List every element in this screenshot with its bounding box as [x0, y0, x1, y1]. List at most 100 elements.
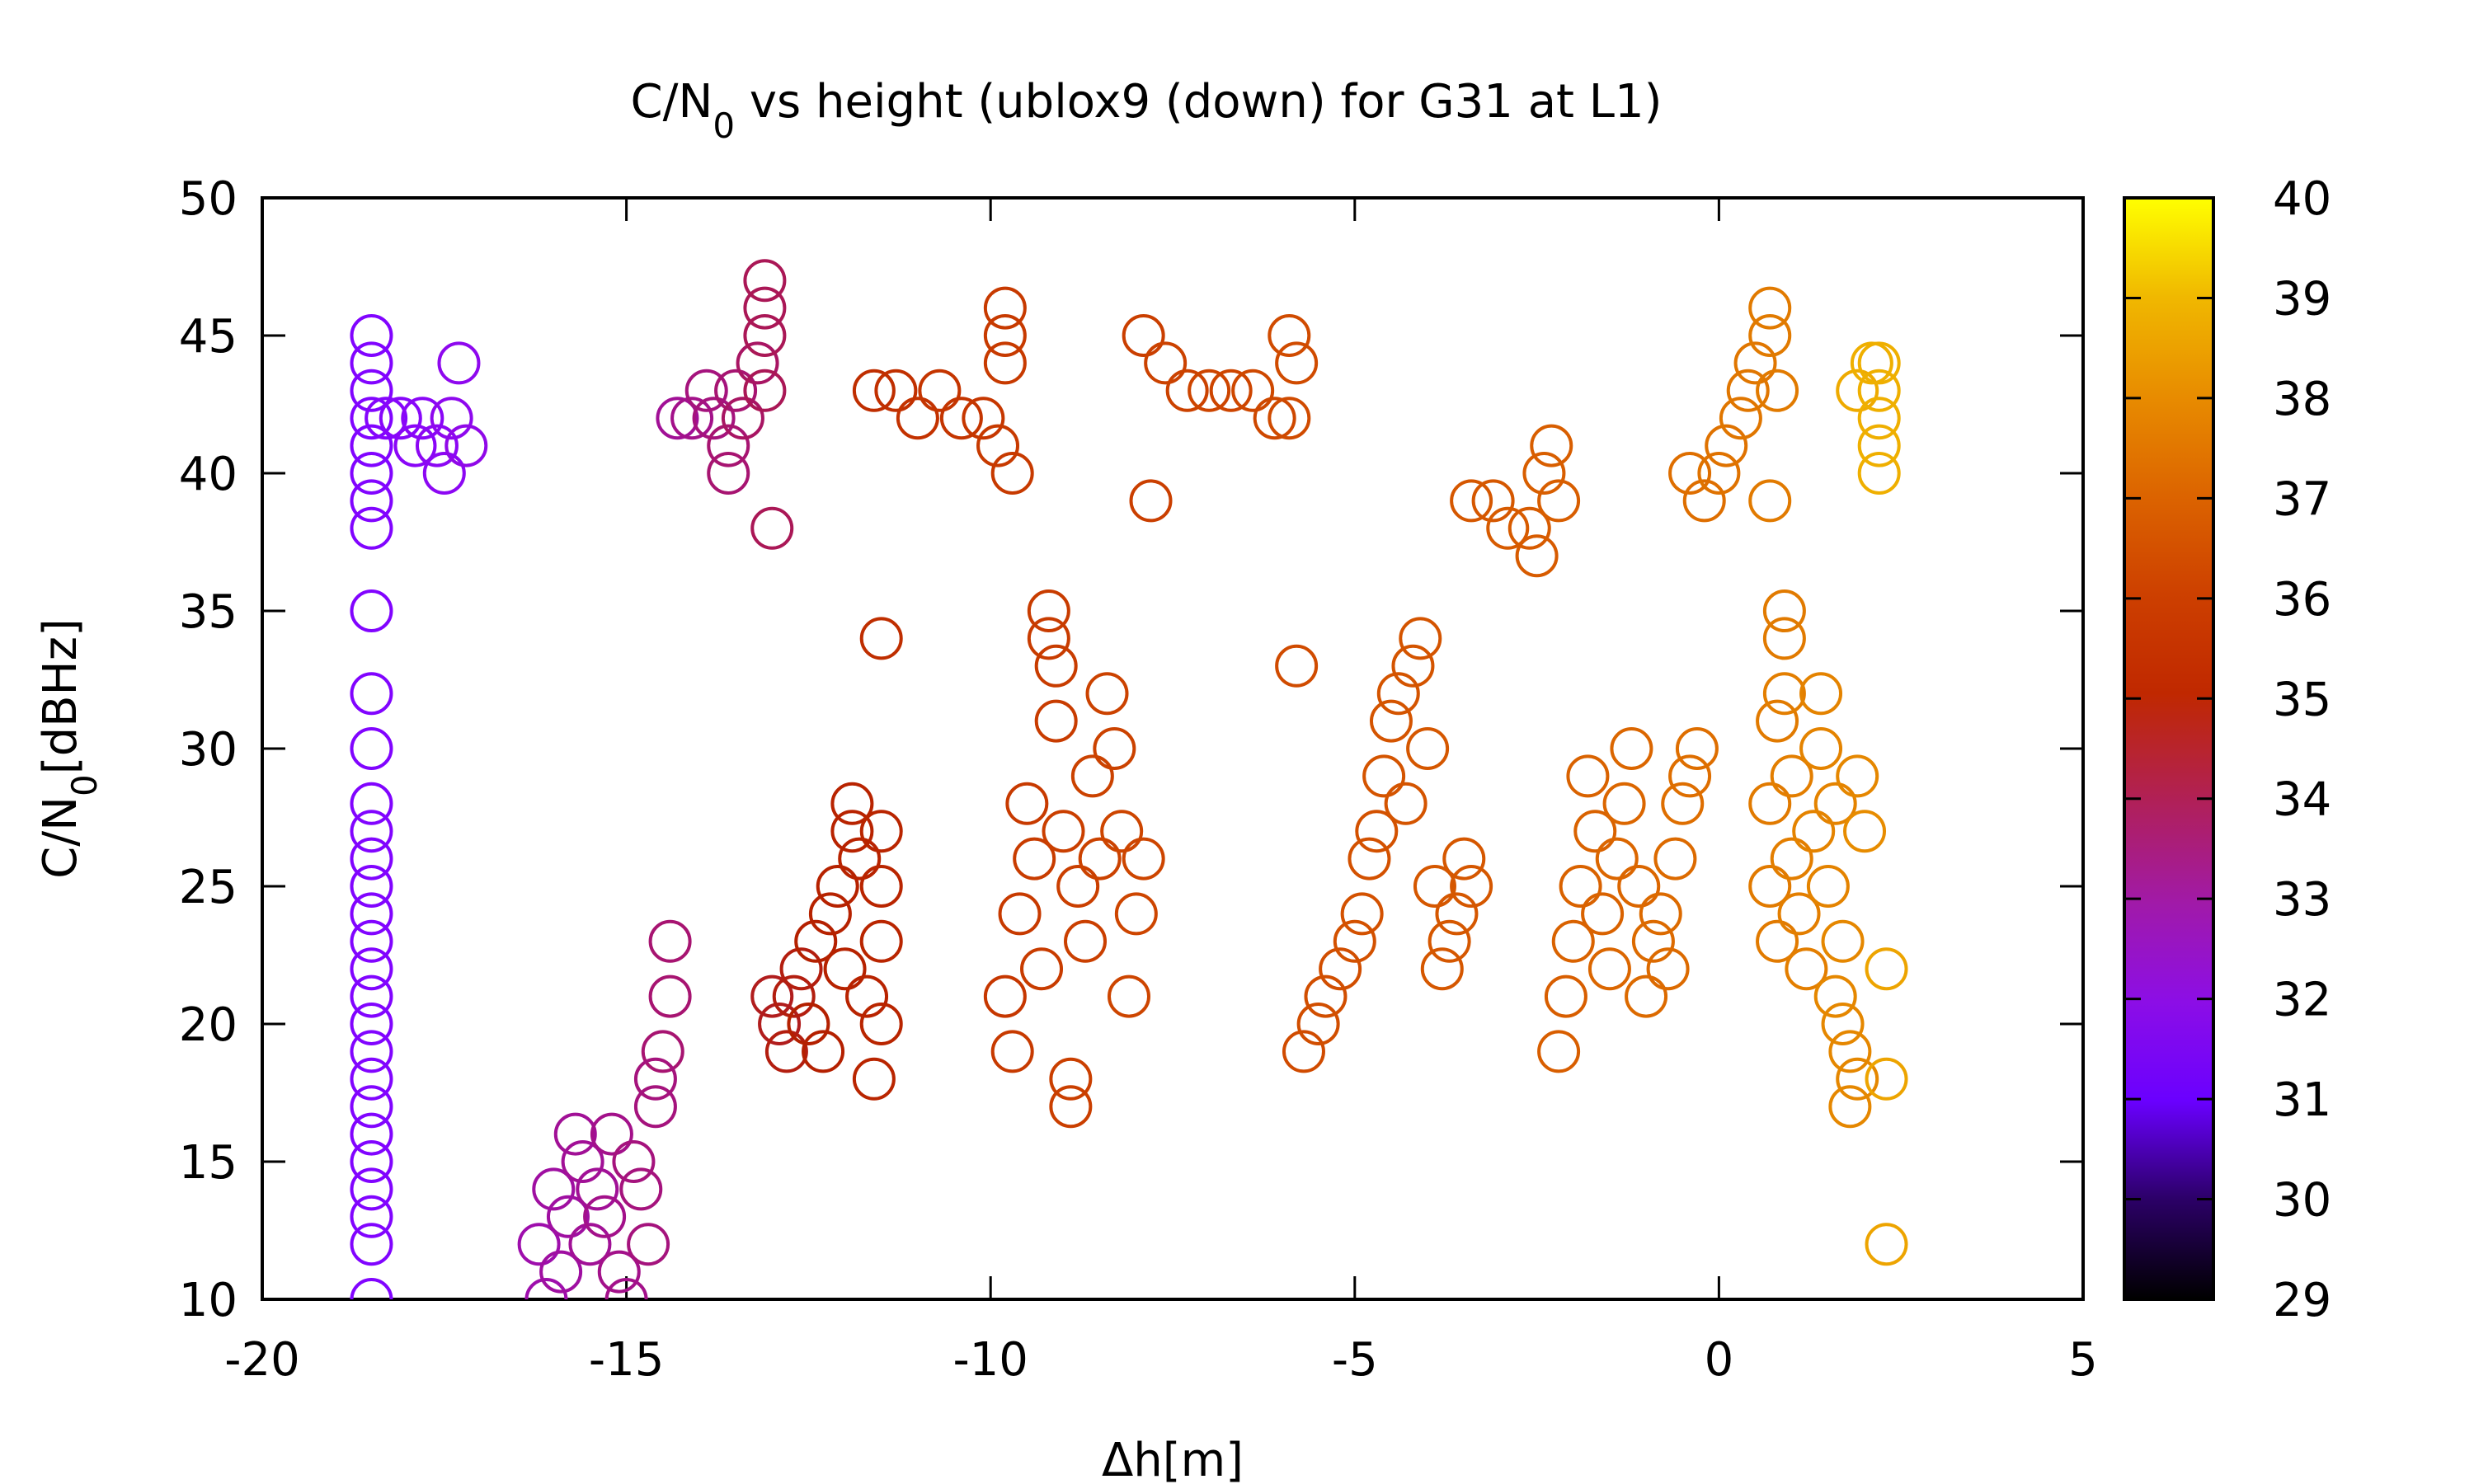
data-point: [736, 341, 779, 385]
chart-title-main: C/N: [631, 75, 713, 129]
data-point: [1515, 534, 1559, 578]
y-tick-label: 30: [179, 723, 238, 777]
data-point: [576, 1167, 619, 1211]
data-point: [1631, 919, 1675, 963]
data-point: [1785, 947, 1828, 991]
data-point: [1762, 589, 1806, 632]
y-tick-label: 10: [179, 1274, 238, 1327]
data-point: [1733, 341, 1777, 385]
data-point: [1144, 341, 1188, 385]
data-point: [816, 865, 859, 908]
data-point: [1551, 919, 1595, 963]
data-point: [859, 810, 903, 853]
y-tick-label: 20: [179, 998, 238, 1052]
data-point: [1675, 727, 1719, 770]
data-point: [1304, 974, 1348, 1018]
data-point: [604, 1278, 648, 1299]
data-point: [939, 397, 983, 440]
data-point: [1653, 837, 1697, 881]
data-point: [743, 369, 787, 412]
data-point: [1770, 754, 1813, 798]
x-tick-label: -10: [952, 1333, 1028, 1387]
data-point: [1369, 699, 1413, 743]
data-point: [1049, 1085, 1093, 1129]
x-tick-label: -20: [224, 1333, 299, 1387]
data-point: [1522, 452, 1566, 495]
data-point: [1726, 369, 1770, 412]
data-point: [1595, 837, 1639, 881]
data-point: [350, 369, 393, 412]
data-point: [1682, 479, 1726, 523]
data-point: [539, 1250, 583, 1294]
data-point: [350, 1167, 393, 1211]
data-point: [1188, 369, 1231, 412]
data-point: [1319, 947, 1362, 991]
data-point: [743, 314, 787, 357]
data-point: [874, 369, 918, 412]
colorbar-tick-label: 30: [2273, 1174, 2331, 1228]
data-point: [1865, 947, 1908, 991]
data-point: [1843, 810, 1887, 853]
data-point: [852, 1057, 896, 1101]
data-point: [998, 892, 1042, 936]
data-point: [1799, 727, 1843, 770]
data-point: [1625, 974, 1668, 1018]
data-point: [379, 397, 422, 440]
data-point: [1836, 754, 1879, 798]
data-point: [1748, 479, 1792, 523]
data-point: [524, 1278, 568, 1299]
data-point: [1042, 810, 1085, 853]
data-point: [1857, 424, 1901, 467]
data-point: [772, 974, 816, 1018]
data-point: [1450, 865, 1493, 908]
data-point: [350, 892, 393, 936]
data-point: [1282, 1030, 1325, 1073]
data-point: [1034, 699, 1078, 743]
data-point: [1559, 865, 1602, 908]
data-point: [1756, 369, 1799, 412]
data-point: [845, 974, 889, 1018]
data-point: [517, 1223, 561, 1266]
colorbar-tick-label: 36: [2273, 573, 2331, 627]
data-point: [350, 589, 393, 632]
data-point: [350, 479, 393, 523]
data-point: [1070, 754, 1114, 798]
data-point: [794, 919, 838, 963]
data-point: [1507, 506, 1551, 550]
data-points: [350, 259, 1908, 1299]
data-point: [983, 314, 1027, 357]
data-point: [1399, 617, 1442, 660]
data-point: [415, 424, 459, 467]
data-point: [1813, 974, 1857, 1018]
x-tick-label: -5: [1332, 1333, 1378, 1387]
data-point: [692, 397, 736, 440]
data-point: [1748, 286, 1792, 330]
data-point: [1697, 452, 1741, 495]
data-point: [1020, 947, 1064, 991]
data-point: [859, 617, 903, 660]
data-point: [1450, 479, 1493, 523]
data-point: [393, 424, 437, 467]
data-point: [802, 1030, 845, 1073]
data-point: [1268, 314, 1311, 357]
data-point: [1865, 1223, 1908, 1266]
data-point: [648, 974, 692, 1018]
y-tick-label: 25: [179, 861, 238, 914]
colorbar-tick-label: 29: [2273, 1274, 2331, 1327]
data-point: [1275, 341, 1319, 385]
data-point: [553, 1112, 597, 1156]
data-point: [670, 397, 714, 440]
data-point: [1748, 314, 1792, 357]
colorbar-tick-label: 31: [2273, 1073, 2331, 1127]
data-point: [1661, 782, 1705, 825]
data-point: [1857, 341, 1901, 385]
data-point: [750, 974, 794, 1018]
data-point: [1268, 397, 1311, 440]
data-point: [1442, 837, 1486, 881]
data-point: [350, 1057, 393, 1101]
y-tick-label: 50: [179, 172, 238, 226]
y-tick-label: 40: [179, 448, 238, 501]
colorbar-tick-label: 35: [2273, 673, 2331, 726]
colorbar: [2123, 196, 2215, 1301]
data-point: [1253, 397, 1296, 440]
